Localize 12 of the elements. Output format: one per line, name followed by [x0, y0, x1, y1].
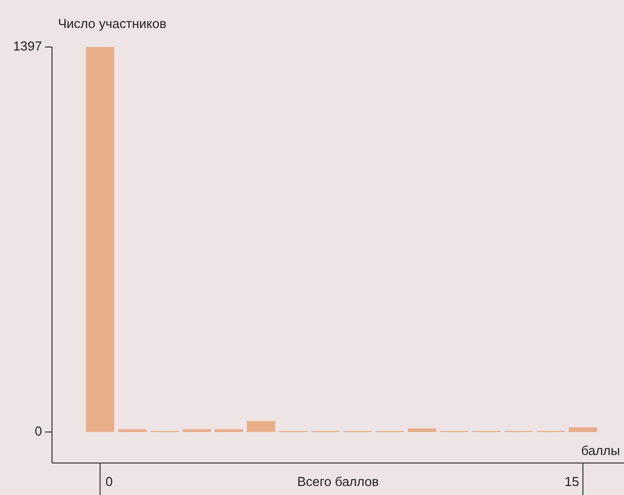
bar [568, 427, 598, 432]
bar [182, 429, 211, 432]
text: баллы [581, 443, 620, 458]
y-axis-title: Число участников [58, 16, 166, 31]
bar [118, 429, 146, 432]
x-axis-title: Всего баллов [297, 474, 379, 489]
x-tick-label: 15 [564, 474, 580, 489]
bar [246, 420, 276, 432]
bar [86, 47, 114, 432]
y-tick-label: 1397 [13, 38, 42, 54]
bar [214, 429, 244, 432]
bar [408, 428, 436, 432]
